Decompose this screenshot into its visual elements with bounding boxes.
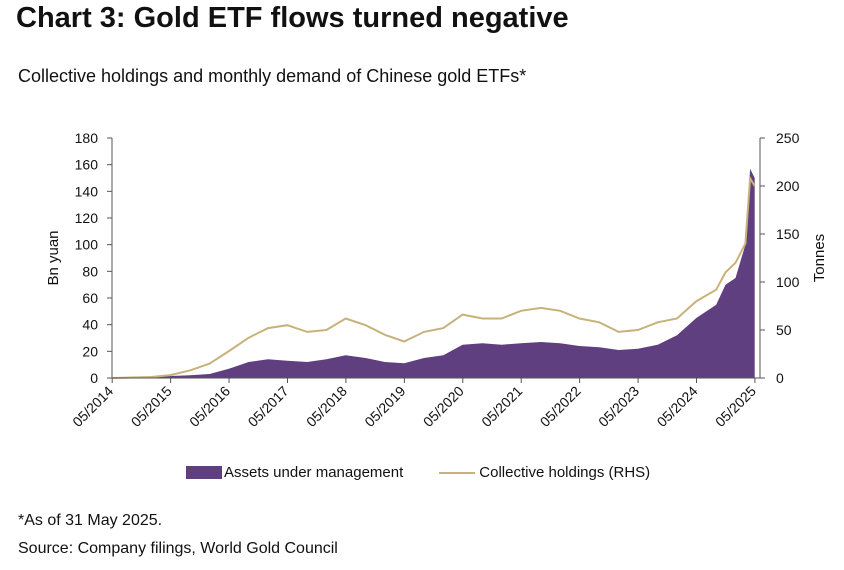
x-tick-label: 05/2023 <box>595 383 642 430</box>
chart-area: 0 20 40 60 80 100 120 140 160 180 0 50 100 150 200 250 0… <box>45 130 828 430</box>
legend-label-holdings: Collective holdings (RHS) <box>479 464 651 481</box>
legend-swatch-holdings <box>439 471 476 474</box>
y-left-tick-label: 80 <box>82 263 98 279</box>
y-right-tick-label: 50 <box>776 322 792 338</box>
x-tick-label: 05/2021 <box>478 383 525 430</box>
y-left-tick-label: 20 <box>82 343 98 359</box>
y-left-tick-label: 160 <box>75 157 99 173</box>
y-left-tick-label: 140 <box>75 183 99 199</box>
legend: Assets under management Collective holdi… <box>186 464 650 481</box>
chart-subtitle: Collective holdings and monthly demand o… <box>18 66 527 86</box>
x-tick-label: 05/2018 <box>303 383 350 430</box>
x-tick-label: 05/2017 <box>245 383 292 430</box>
y-right-tick-label: 200 <box>776 178 800 194</box>
y-left-tick-label: 100 <box>75 237 99 253</box>
x-tick-label: 05/2015 <box>128 383 175 430</box>
y-left-tick-label: 60 <box>82 290 98 306</box>
y-right-tick-label: 250 <box>776 130 800 146</box>
footnote: *As of 31 May 2025. <box>18 512 163 529</box>
y-right-axis-title: Tonnes <box>811 234 828 282</box>
series-aum-area <box>112 168 755 378</box>
x-tick-label: 05/2019 <box>361 383 408 430</box>
y-right-tick-label: 0 <box>776 370 784 386</box>
y-left-tick-label: 120 <box>75 210 99 226</box>
y-left-tick-label: 40 <box>82 317 98 333</box>
y-left-axis-title: Bn yuan <box>45 230 62 285</box>
legend-label-aum: Assets under management <box>224 464 404 481</box>
source-note: Source: Company filings, World Gold Coun… <box>18 540 338 557</box>
y-right-tick-label: 150 <box>776 226 800 242</box>
y-left-tick-label: 180 <box>75 130 99 146</box>
x-tick-label: 05/2020 <box>420 383 467 430</box>
y-left-tick-label: 0 <box>90 370 98 386</box>
chart-title: Chart 3: Gold ETF flows turned negative <box>16 2 569 34</box>
legend-swatch-aum <box>186 466 222 479</box>
x-tick-label: 05/2014 <box>69 383 116 430</box>
y-right-tick-label: 100 <box>776 274 800 290</box>
x-tick-label: 05/2016 <box>186 383 233 430</box>
x-tick-label: 05/2025 <box>712 383 759 430</box>
series-holdings-line <box>111 175 756 379</box>
x-tick-label: 05/2024 <box>654 383 701 430</box>
x-tick-label: 05/2022 <box>537 383 584 430</box>
